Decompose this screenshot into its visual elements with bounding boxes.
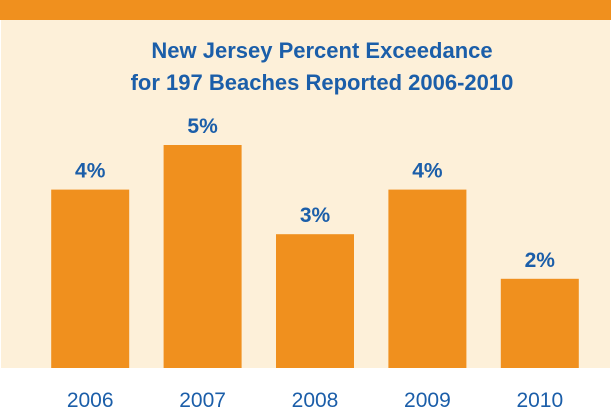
x-tick-label: 2006 [67,389,114,412]
value-label: 4% [412,160,443,183]
value-label: 3% [300,204,331,227]
x-tick-label: 2009 [404,389,451,412]
top-band [0,0,611,20]
bar [163,145,242,368]
chart-title: New Jersey Percent Exceedance [151,38,492,63]
bar [388,189,467,368]
value-label: 2% [525,249,556,272]
x-tick-label: 2007 [179,389,226,412]
bar [276,234,354,368]
x-tick-label: 2008 [292,389,339,412]
chart-title: for 197 Beaches Reported 2006-2010 [131,70,514,95]
value-label: 5% [187,115,218,138]
value-label: 4% [75,160,106,183]
x-tick-label: 2010 [516,389,563,412]
bar [51,189,130,368]
bar [500,278,579,368]
